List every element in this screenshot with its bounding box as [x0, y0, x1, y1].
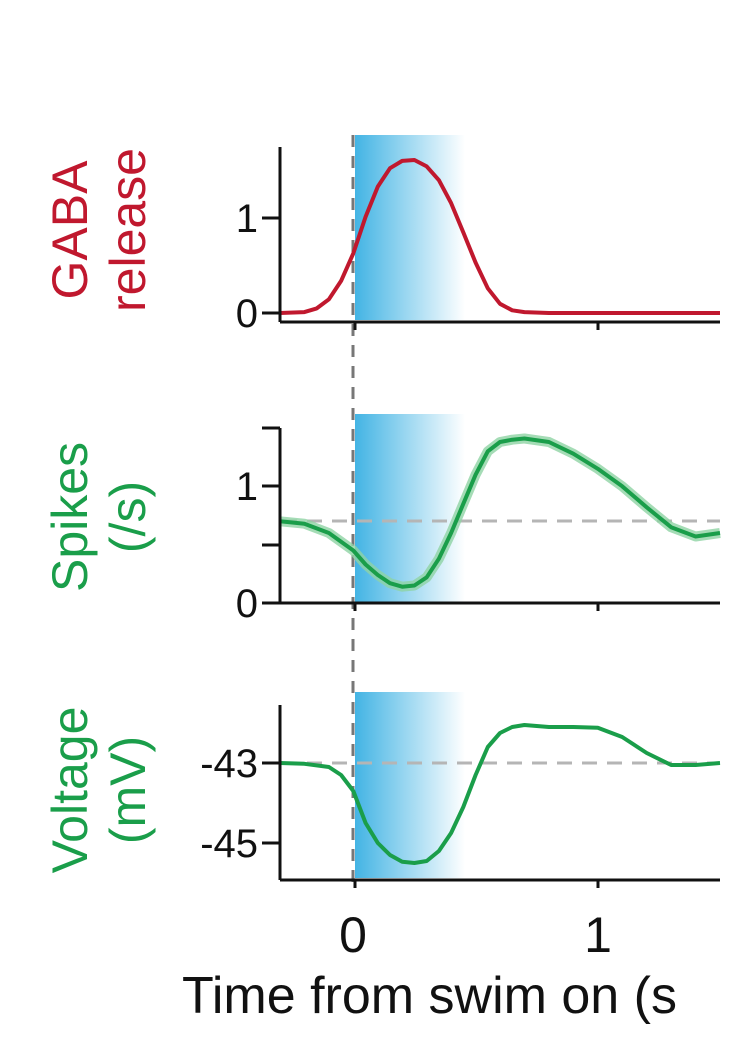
voltage-ylabel-line2: (mV) — [100, 736, 156, 844]
voltage-ytick-label-45: -45 — [200, 822, 258, 866]
swim-shading-gaba — [355, 135, 465, 320]
voltage-trace — [279, 723, 721, 865]
spikes-ylabel-line1: Spikes — [42, 442, 98, 592]
x-tick-label-1: 1 — [584, 907, 612, 963]
x-axis-label: Time from swim on (s — [182, 967, 677, 1025]
panel-voltage: -43 -45 Voltage (mV) — [42, 692, 721, 888]
spikes-trace — [279, 436, 721, 589]
gaba-ytick-label-1: 1 — [236, 197, 258, 241]
x-tick-label-0: 0 — [339, 907, 367, 963]
voltage-ylabel-line1: Voltage — [42, 707, 98, 874]
gaba-ylabel-line2: release — [100, 148, 156, 312]
spikes-ylabel-line2: (/s) — [100, 481, 156, 553]
swim-shading-voltage — [355, 692, 465, 878]
gaba-ylabel-line1: GABA — [42, 160, 98, 300]
panel-spikes: 1 0 Spikes (/s) — [42, 414, 721, 626]
gaba-ytick-label-0: 0 — [236, 292, 258, 336]
voltage-ytick-label-43: -43 — [200, 742, 258, 786]
spikes-ytick-label-0: 0 — [236, 582, 258, 626]
spikes-ytick-label-1: 1 — [236, 465, 258, 509]
panel-gaba-release: 1 0 GABA release — [42, 135, 720, 336]
gaba-release-trace — [279, 158, 720, 315]
